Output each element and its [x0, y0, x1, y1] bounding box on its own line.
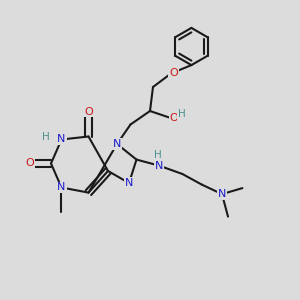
Text: O: O	[169, 68, 178, 78]
Text: O: O	[25, 158, 34, 169]
Text: H: H	[42, 131, 50, 142]
Text: N: N	[57, 182, 66, 193]
Text: N: N	[113, 139, 121, 149]
Text: N: N	[57, 134, 66, 145]
Text: H: H	[154, 150, 161, 160]
Text: N: N	[125, 178, 133, 188]
Text: O: O	[84, 106, 93, 117]
Text: H: H	[178, 109, 186, 119]
Text: O: O	[169, 112, 178, 123]
Text: N: N	[218, 189, 226, 199]
Text: N: N	[155, 160, 163, 171]
